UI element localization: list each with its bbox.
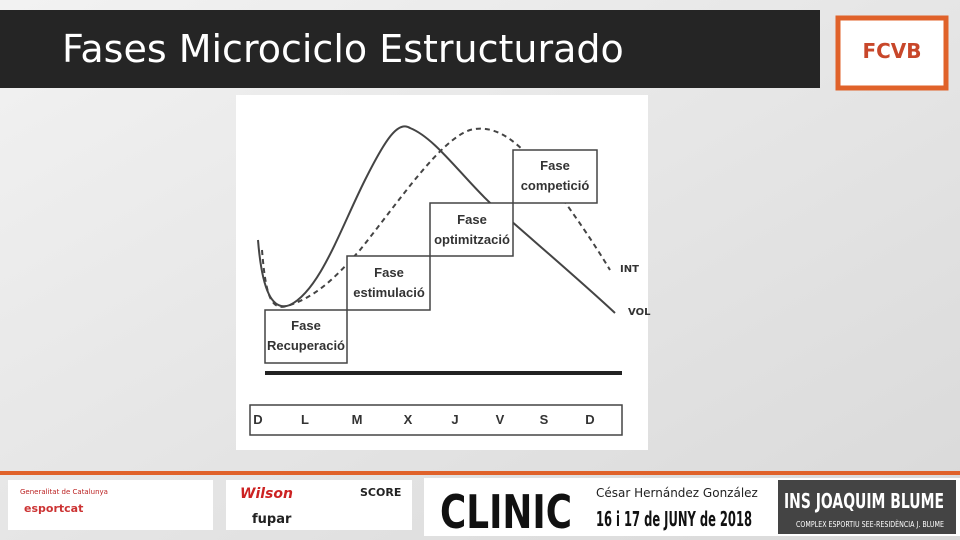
day-label: L xyxy=(301,412,309,427)
sponsor-panel xyxy=(8,480,213,530)
day-label: D xyxy=(253,412,262,427)
day-label: M xyxy=(352,412,363,427)
phase-box xyxy=(512,149,598,204)
venue-sub: COMPLEX ESPORTIU SEE-RESIDÈNCIA J. BLUME xyxy=(796,518,944,529)
title: Fases Microciclo Estructurado xyxy=(62,27,624,71)
logo-box xyxy=(835,15,949,91)
phase-box xyxy=(429,202,514,257)
diagram-panel xyxy=(236,95,648,450)
phase-boxes: Fase Recuperació Fase estimulació Fase o… xyxy=(264,149,598,364)
day-label: S xyxy=(540,412,549,427)
curve-label: INT xyxy=(620,264,639,275)
days-box xyxy=(249,404,623,436)
phase-box xyxy=(264,309,348,364)
day-label: J xyxy=(451,412,458,427)
dates: 16 i 17 de JUNY de 2018 xyxy=(596,507,752,531)
sponsor: Generalitat de Catalunya xyxy=(20,488,108,496)
phase-label: estimulació xyxy=(353,285,425,300)
phase-label: Recuperació xyxy=(267,338,345,353)
sponsor-panel xyxy=(226,480,412,530)
phase-label: optimització xyxy=(434,232,510,247)
phase-label: competició xyxy=(521,178,590,193)
sponsor: esportcat xyxy=(24,502,83,515)
phase-label: Fase xyxy=(291,318,321,333)
author: César Hernández González xyxy=(596,486,758,500)
sponsor: SCORE xyxy=(360,486,401,499)
phase-label: Fase xyxy=(457,212,487,227)
phase-box xyxy=(346,255,431,311)
event: CLINIC xyxy=(440,485,572,539)
curve-label: VOL xyxy=(628,307,651,318)
phase-label: Fase xyxy=(540,158,570,173)
venue-panel xyxy=(778,480,956,534)
day-label: X xyxy=(404,412,413,427)
day-label: V xyxy=(496,412,505,427)
sponsor: Wilson xyxy=(240,486,293,502)
sponsor: fupar xyxy=(252,512,292,527)
venue: INS JOAQUIM BLUME xyxy=(784,489,944,513)
phase-label: Fase xyxy=(374,265,404,280)
title-bar xyxy=(0,10,820,88)
logo-text: FCVB xyxy=(862,39,921,63)
day-label: D xyxy=(585,412,594,427)
